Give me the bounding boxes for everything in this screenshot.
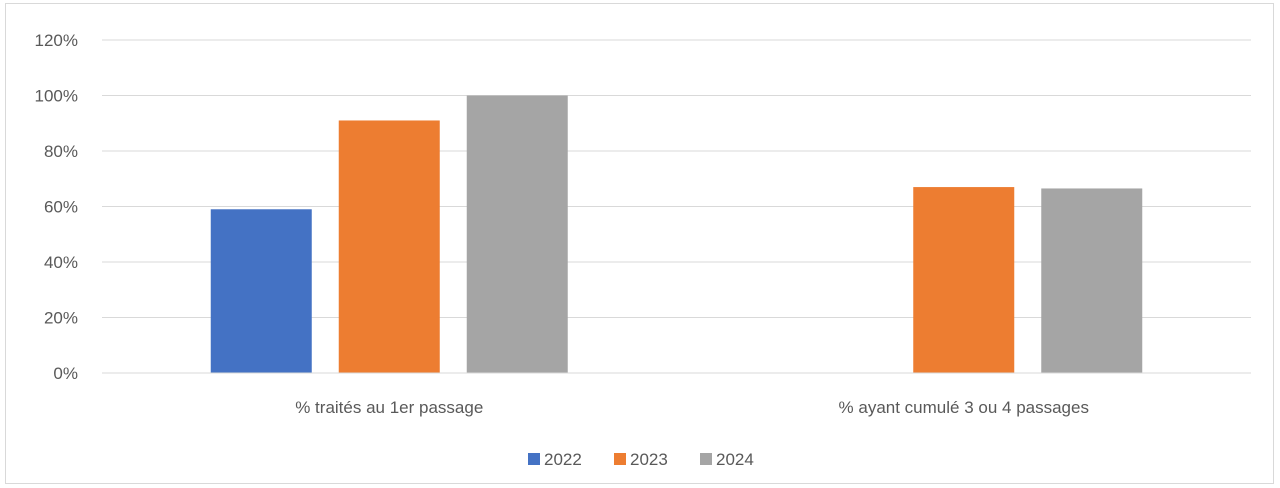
y-tick-label: 60%	[44, 198, 78, 217]
y-tick-label: 100%	[35, 87, 78, 106]
category-label: % ayant cumulé 3 ou 4 passages	[839, 398, 1089, 417]
legend-label: 2022	[544, 450, 582, 469]
bar-2022-1	[210, 209, 312, 373]
category-labels: % traités au 1er passage % ayant cumulé 3…	[295, 398, 1089, 417]
bars	[210, 95, 1143, 373]
category-label: % traités au 1er passage	[295, 398, 483, 417]
bar-2024-1	[466, 95, 568, 373]
legend-label: 2023	[630, 450, 668, 469]
legend: 2022 2023 2024	[528, 450, 754, 469]
bar-2023-2	[913, 187, 1015, 373]
y-tick-label: 0%	[53, 364, 78, 383]
bar-2023-1	[338, 120, 440, 373]
bar-2024-2	[1041, 188, 1143, 373]
legend-swatch-2022	[528, 453, 540, 465]
legend-swatch-2023	[614, 453, 626, 465]
y-axis-ticks: 0% 20% 40% 60% 80% 100% 120%	[35, 31, 78, 383]
y-tick-label: 20%	[44, 309, 78, 328]
legend-swatch-2024	[700, 453, 712, 465]
y-tick-label: 80%	[44, 142, 78, 161]
y-tick-label: 40%	[44, 253, 78, 272]
legend-label: 2024	[716, 450, 754, 469]
y-tick-label: 120%	[35, 31, 78, 50]
